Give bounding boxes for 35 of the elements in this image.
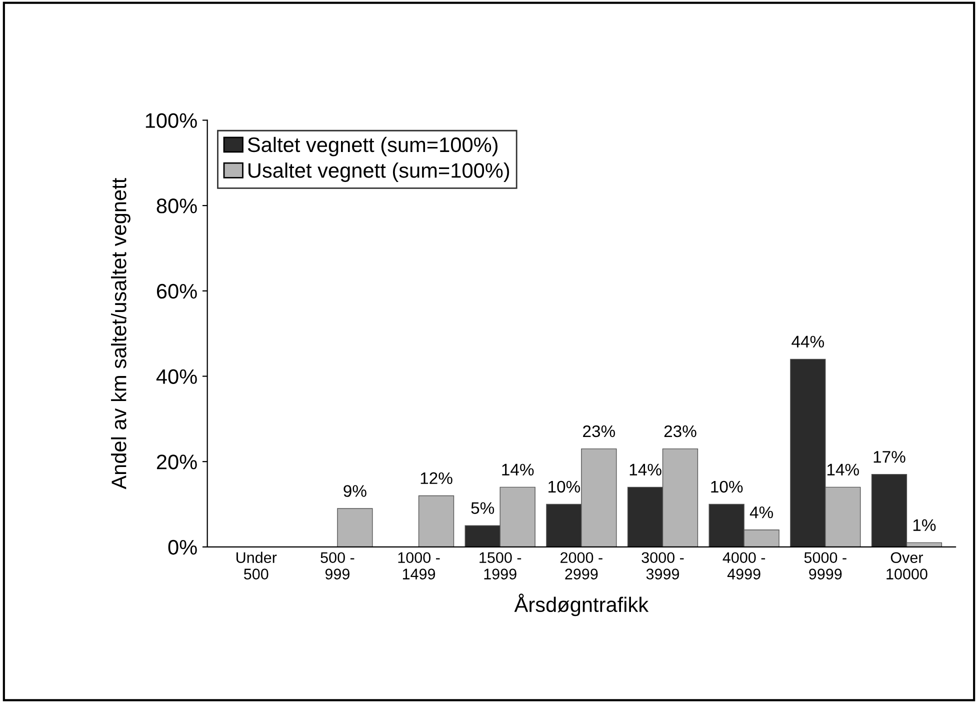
data-label: 12% (420, 472, 452, 484)
x-tick-label: 2000 - 2999 (560, 552, 602, 580)
data-label: 14% (502, 464, 534, 476)
x-tick-label: 500 - 999 (320, 552, 354, 580)
x-tick-label: 4000 - 4999 (722, 552, 766, 580)
data-label: 9% (344, 485, 366, 497)
y-tick-label: 100% (146, 113, 197, 128)
y-tick-label: 40% (156, 369, 197, 384)
x-axis-title: Årsdøgntrafikk (514, 594, 649, 616)
data-label: 44% (792, 336, 824, 348)
bar (418, 495, 454, 547)
data-label: 5% (471, 502, 494, 514)
y-tick-label: 60% (156, 284, 197, 299)
x-tick-label: Under 500 (236, 552, 277, 580)
y-axis-title: Andel av km saltet/usaltet vegnett (111, 178, 130, 490)
bar (337, 508, 373, 547)
x-tick-label: 5000 - 9999 (804, 552, 846, 580)
legend-label: Saltet vegnett (sum=100%) (248, 136, 498, 156)
y-tick-label: 20% (156, 454, 197, 470)
data-label: 17% (874, 451, 906, 463)
data-label: 10% (548, 480, 580, 493)
y-tick-label: 0% (168, 540, 197, 555)
x-tick-label: 1500 - 1999 (480, 552, 522, 580)
data-label: 23% (583, 425, 615, 438)
legend-label: Usaltet vegnett (sum=100%) (248, 162, 510, 182)
y-tick-label: 80% (156, 198, 197, 214)
data-label: 4% (750, 506, 774, 518)
data-label: 10% (711, 480, 743, 493)
data-label: 1% (913, 519, 936, 531)
data-label: 14% (827, 464, 859, 476)
x-tick-label: 1000 - 1499 (398, 552, 440, 580)
data-label: 23% (664, 425, 696, 438)
x-tick-label: Over 10000 (886, 552, 928, 580)
data-label: 14% (630, 464, 662, 476)
x-tick-label: 3000 - 3999 (642, 552, 684, 580)
